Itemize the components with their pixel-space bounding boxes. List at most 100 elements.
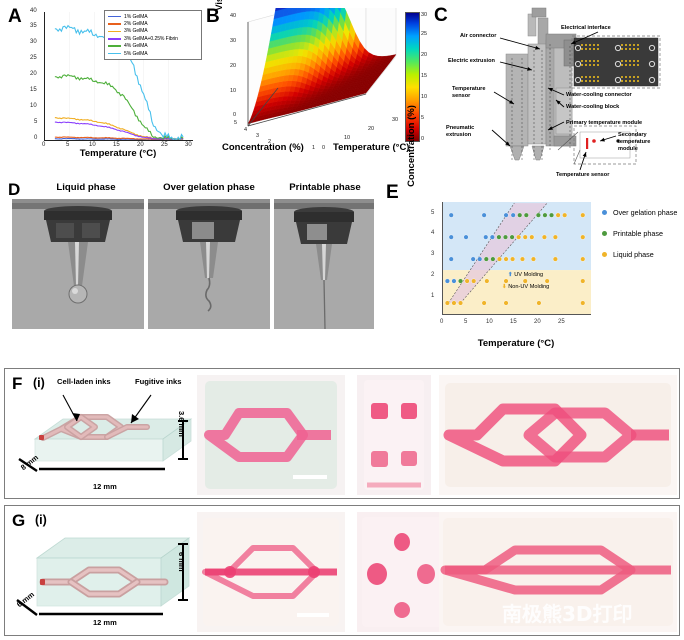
panel-f-annotation-cell-laden-inks: Cell-laden inks — [57, 377, 111, 386]
panel-e-xtick: 5 — [464, 319, 468, 325]
panel-g-photo-iv-illustration — [439, 512, 677, 632]
panel-b-x-axis-label: Concentration (%) — [222, 142, 304, 153]
legend-swatch-line — [108, 30, 121, 33]
panel-e-xtick: 25 — [558, 319, 565, 325]
panel-a-ytick: 25 — [30, 55, 37, 61]
panel-g-photo-ii-illustration — [197, 512, 345, 632]
panel-b-temptick: 30 — [392, 117, 399, 123]
panel-a-ytick: 30 — [30, 39, 37, 45]
panel-d-label: D — [8, 180, 21, 199]
panel-b-ztick: 30 — [230, 38, 237, 44]
panel-a-label: A — [8, 6, 22, 27]
panel-a-ytick: 0 — [34, 135, 38, 141]
arrow-down-icon: ⬇ — [502, 284, 507, 290]
legend-item: 1% GelMA — [108, 13, 198, 20]
panel-d-photo-over-gelation-phase — [148, 199, 270, 329]
panel-a-ytick: 15 — [30, 87, 37, 93]
panel-e-xtick: 0 — [440, 319, 444, 325]
panel-b-ztick: 40 — [230, 13, 237, 19]
panel-g-sub-i: (i) — [35, 513, 47, 527]
panel-e-ytick: 5 — [431, 210, 435, 216]
legend-item-printable: Printable phase — [602, 229, 677, 238]
panel-e-xtick: 20 — [534, 319, 541, 325]
panel-d-photo-liquid-phase — [12, 199, 144, 329]
panel-g-3d-schematic — [16, 537, 191, 616]
panel-b-surface-svg — [247, 8, 397, 127]
legend-swatch-line — [108, 45, 121, 48]
panel-c-annotation-temperature-sensor: Temperature sensor — [452, 86, 486, 99]
legend-label: 3% GelMA+0.25% Fibrin — [124, 35, 178, 42]
panel-a-xtick: 0 — [42, 142, 46, 148]
panel-d-title-printable-phase: Printable phase — [289, 182, 361, 193]
panel-b-colorbar-tick: 30 — [421, 12, 428, 18]
panel-c-annotation-electric-extrusion: Electric extrusion — [448, 58, 495, 64]
panel-g-dim-height: 6 mm — [177, 552, 186, 572]
panel-c-annotation-pneumatic-extrusion: Pneumatic extrusion — [446, 125, 475, 138]
panel-a-xtick: 5 — [66, 142, 70, 148]
panel-a-series-svg — [54, 12, 184, 140]
legend-swatch-line — [108, 15, 121, 18]
panel-f-photo-iii — [357, 375, 431, 495]
panel-b-y-axis-label: Temperature (°C) — [333, 142, 410, 153]
legend-label: 3% GelMA — [124, 28, 148, 35]
panel-b-temptick: 20 — [368, 126, 375, 132]
panel-c-annotation-primary-temperature-module: Primary temperature module — [566, 120, 643, 126]
panel-f-sub-i: (i) — [33, 376, 45, 390]
legend-label: Printable phase — [613, 229, 663, 238]
panel-g-photo-iv — [439, 512, 677, 632]
legend-label: Liquid phase — [613, 250, 654, 259]
panel-f-label: F — [12, 374, 23, 393]
panel-a-viscosity-line-chart: A Viscosity (Pa·s) Temperature (°C) 40 3… — [0, 0, 210, 175]
nozzle-clog-illustration — [148, 199, 270, 329]
panel-b-ztick: 20 — [230, 63, 237, 69]
panel-a-legend: 1% GelMA 2% GelMA 3% GelMA 3% GelMA+0.25… — [104, 10, 202, 61]
panel-b-colorbar-tick: 5 — [421, 115, 425, 121]
panel-a-ytick: 40 — [30, 8, 37, 14]
panel-c-device-svg — [491, 7, 661, 171]
panel-b-conctick: 2 — [268, 139, 272, 145]
legend-label: Over gelation phase — [613, 208, 678, 217]
legend-dot-liquid — [602, 252, 607, 257]
panel-c-label: C — [434, 5, 448, 26]
panel-b-conctick: 4 — [244, 127, 248, 133]
panel-c-printhead-diagram: C Air connector Electrical interface Ele… — [428, 0, 684, 185]
panel-f-photo-iv — [439, 375, 677, 495]
legend-dot-printable — [602, 231, 607, 236]
panel-b-colorbar-tick: 15 — [421, 73, 428, 79]
legend-dot-over-gelation — [602, 210, 607, 215]
panel-b-ztick: 0 — [233, 112, 237, 118]
panel-c-annotation-electrical-interface: Electrical interface — [561, 25, 611, 31]
arrow-up-icon: ⬆ — [508, 272, 513, 278]
panel-e-phase-diagram: E Concentration (%) Temperature (°C) 5 4… — [380, 105, 684, 360]
panel-e-xtick: 10 — [486, 319, 493, 325]
panel-e-ytick: 2 — [431, 272, 435, 278]
panel-c-annotation-secondary-temperature-module: Secondary temperature module — [618, 132, 651, 152]
panel-g-label: G — [12, 511, 26, 530]
panel-f-photo-ii-illustration — [197, 375, 345, 495]
panel-g-photo-iii — [357, 512, 447, 632]
legend-label: 2% GelMA — [124, 21, 148, 28]
panel-c-annotation-air-connector: Air connector — [460, 33, 497, 39]
panel-f-photo-iv-illustration — [439, 375, 677, 495]
panel-g-simple-channel-construct: G (i) 6 mm 6 mm 12 mm (ii) (iii) (iv) — [4, 505, 680, 636]
legend-item-over-gelation: Over gelation phase — [602, 208, 677, 217]
panel-a-ytick: 35 — [30, 23, 37, 29]
panel-b-conctick: 5 — [234, 120, 238, 126]
panel-a-xtick: 15 — [113, 142, 120, 148]
panel-e-scatter-svg — [443, 202, 591, 314]
legend-swatch-line — [108, 52, 121, 55]
panel-b-ztick: 10 — [230, 88, 237, 94]
panel-e-annotation-uv-molding: ⬆ UV Molding — [508, 272, 543, 278]
panel-f-dim-height: 3.6 mm — [177, 411, 186, 437]
panel-e-ytick: 1 — [431, 293, 435, 299]
panel-e-annotation-label: Non-UV Molding — [508, 284, 550, 290]
panel-c-annotation-temperature-sensor-2: Temperature sensor — [556, 172, 610, 178]
panel-a-ytick: 10 — [30, 103, 37, 109]
panel-g-photo-ii — [197, 512, 345, 632]
panel-d-title-over-gelation-phase: Over gelation phase — [163, 182, 255, 193]
panel-b-temptick: 10 — [344, 135, 351, 141]
legend-swatch-line — [108, 38, 121, 40]
nozzle-droplet-illustration — [12, 199, 144, 329]
panel-b-temptick: 0 — [322, 145, 326, 151]
panel-c-annotation-water-cooling-connector: Water-cooling connector — [566, 92, 632, 98]
